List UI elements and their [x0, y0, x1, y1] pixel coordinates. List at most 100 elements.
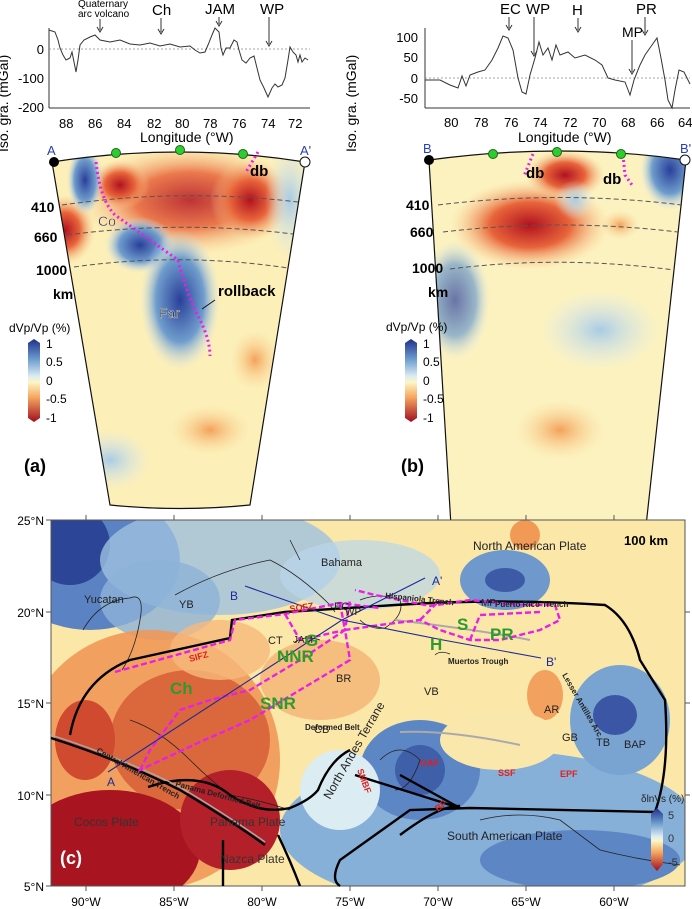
svg-text:A': A' [432, 574, 442, 588]
svg-text:dVp/Vp (%): dVp/Vp (%) [386, 320, 447, 334]
svg-text:Puerto Rico Trench: Puerto Rico Trench [495, 600, 568, 609]
svg-text:1: 1 [423, 337, 430, 351]
svg-text:1000: 1000 [36, 262, 67, 278]
svg-text:0: 0 [411, 71, 418, 86]
svg-text:-100: -100 [18, 71, 44, 86]
svg-text:1000: 1000 [412, 260, 443, 276]
svg-text:75°W: 75°W [335, 895, 365, 909]
svg-text:0: 0 [46, 374, 53, 388]
svg-text:72: 72 [288, 116, 302, 131]
svg-text:JAM: JAM [293, 635, 313, 646]
svg-text:-200: -200 [18, 100, 44, 115]
profile-start-marker [49, 157, 59, 167]
svg-text:WP: WP [345, 607, 361, 618]
svg-text:BAP: BAP [624, 739, 646, 751]
svg-text:db: db [250, 163, 268, 180]
svg-text:WP: WP [526, 1, 550, 18]
svg-text:660: 660 [410, 224, 434, 240]
svg-text:68: 68 [621, 115, 635, 130]
svg-text:-1: -1 [46, 411, 57, 425]
panel-b-section: B B' db db 410 660 1000 km dVp/Vp (%) 1 … [386, 141, 691, 530]
svg-text:Cocos Plate: Cocos Plate [74, 815, 139, 829]
svg-text:410: 410 [31, 199, 55, 215]
svg-text:SNR: SNR [260, 694, 296, 713]
label-A-prime: A' [300, 143, 311, 158]
svg-text:G: G [305, 631, 318, 650]
svg-text:90°W: 90°W [71, 895, 101, 909]
svg-text:Far: Far [159, 305, 180, 321]
svg-text:dVp/Vp (%): dVp/Vp (%) [9, 321, 70, 335]
svg-text:-0.5: -0.5 [423, 392, 444, 406]
depth-label: 100 km [624, 533, 668, 548]
svg-text:AR: AR [544, 704, 559, 716]
svg-text:0: 0 [423, 374, 430, 388]
panel-b-gravity-plot: Iso. gra. (mGal) 100 50 0 -50 80 78 76 7… [343, 1, 692, 152]
svg-text:85°W: 85°W [159, 895, 189, 909]
plate-label: North American Plate [473, 539, 587, 553]
svg-text:70°W: 70°W [423, 895, 453, 909]
svg-text:BR: BR [336, 673, 351, 685]
svg-text:H: H [430, 635, 442, 654]
svg-text:km: km [428, 284, 448, 300]
svg-text:arc volcano: arc volcano [78, 9, 130, 20]
svg-text:Deformed Belt: Deformed Belt [305, 723, 360, 732]
profile-end-marker [299, 156, 311, 168]
svg-text:Panama Plate: Panama Plate [210, 815, 286, 829]
svg-text:80°W: 80°W [247, 895, 277, 909]
svg-text:TB: TB [596, 737, 610, 749]
panel-c-map: 25°N 20°N 15°N 10°N 5°N 90°W 85°W 80°W 7… [17, 514, 690, 909]
svg-text:76: 76 [504, 115, 518, 130]
svg-text:15°N: 15°N [17, 697, 44, 711]
svg-text:86: 86 [88, 116, 102, 131]
svg-text:Co: Co [98, 213, 116, 229]
svg-text:74: 74 [533, 115, 547, 130]
svg-text:74: 74 [261, 116, 275, 131]
profile-end-marker [679, 154, 691, 166]
svg-text:64: 64 [678, 115, 692, 130]
svg-text:A: A [107, 775, 115, 789]
svg-text:1: 1 [46, 337, 53, 351]
svg-text:B: B [423, 141, 432, 156]
svg-text:0.5: 0.5 [46, 355, 63, 369]
svg-text:db: db [603, 171, 621, 188]
svg-text:-1: -1 [423, 411, 434, 425]
svg-text:88: 88 [59, 116, 73, 131]
svg-text:rollback: rollback [218, 283, 276, 300]
svg-text:Ch: Ch [152, 2, 171, 19]
svg-text:EC: EC [334, 601, 349, 613]
svg-text:78: 78 [474, 115, 488, 130]
svg-text:0: 0 [37, 42, 44, 57]
svg-text:South American Plate: South American Plate [447, 829, 563, 843]
svg-text:B: B [230, 589, 238, 603]
svg-text:MP: MP [481, 598, 496, 609]
green-dot [175, 145, 185, 155]
svg-text:Bahama: Bahama [321, 557, 363, 569]
svg-text:5°N: 5°N [24, 880, 44, 894]
svg-text:OAF: OAF [420, 758, 440, 768]
svg-text:CB: CB [314, 724, 329, 736]
svg-text:PR: PR [636, 1, 657, 18]
svg-text:410: 410 [406, 197, 430, 213]
svg-text:82: 82 [147, 116, 161, 131]
lat-tick: 25°N [17, 514, 44, 528]
svg-text:db: db [526, 165, 544, 182]
svg-text:5: 5 [668, 810, 674, 822]
svg-text:Nazca Plate: Nazca Plate [220, 852, 285, 866]
region-label: Yucatan [84, 594, 124, 606]
svg-text:PR: PR [490, 625, 514, 644]
svg-text:66: 66 [650, 115, 664, 130]
svg-text:YB: YB [179, 599, 194, 611]
svg-text:(b): (b) [401, 456, 424, 476]
svg-text:GB: GB [562, 732, 578, 744]
svg-text:EPF: EPF [560, 769, 578, 779]
svg-text:78: 78 [203, 116, 217, 131]
svg-text:CT: CT [268, 635, 283, 647]
svg-text:Quaternary: Quaternary [78, 0, 128, 10]
svg-text:SOFZ: SOFZ [289, 601, 315, 614]
svg-text:NNR: NNR [277, 647, 314, 666]
svg-text:SSF: SSF [498, 768, 516, 778]
svg-text:WP: WP [260, 1, 284, 18]
svg-text:-5: -5 [668, 857, 678, 869]
svg-text:km: km [53, 286, 73, 302]
svg-text:65°W: 65°W [511, 895, 541, 909]
